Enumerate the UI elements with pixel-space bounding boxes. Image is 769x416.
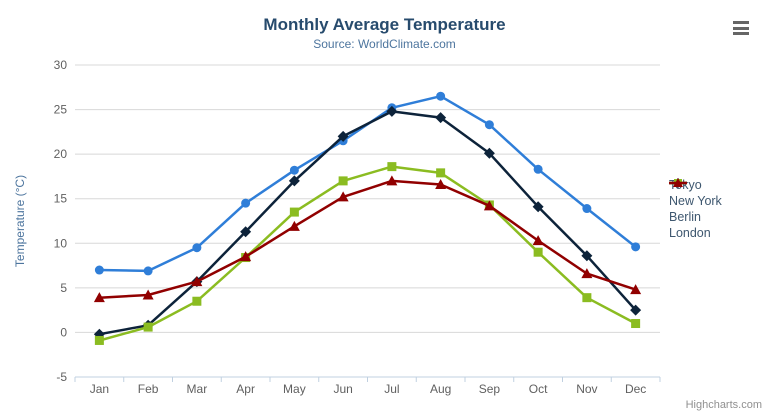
series-marker-london-sep[interactable] xyxy=(483,200,495,211)
legend: Tokyo New York Berlin London xyxy=(669,177,722,241)
legend-item-new-york[interactable]: New York xyxy=(669,178,722,209)
series-marker-new-york-sep[interactable] xyxy=(483,147,495,159)
series-marker-tokyo-aug[interactable] xyxy=(436,91,446,101)
series-marker-tokyo-mar[interactable] xyxy=(192,243,202,253)
series-marker-london-may[interactable] xyxy=(288,220,300,231)
x-axis-label-feb: Feb xyxy=(138,382,159,396)
legend-triangle-icon xyxy=(669,178,687,187)
series-line-london[interactable] xyxy=(98,179,637,299)
y-axis-label-20: 20 xyxy=(54,147,68,161)
x-axis-label-mar: Mar xyxy=(187,382,208,396)
x-axis-label-jun: Jun xyxy=(333,382,352,396)
series-marker-tokyo-apr[interactable] xyxy=(241,198,251,208)
series-marker-berlin-mar[interactable] xyxy=(192,296,202,306)
series-marker-new-york-apr[interactable] xyxy=(240,226,252,238)
series-line-berlin[interactable] xyxy=(98,165,637,342)
series-marker-berlin-feb[interactable] xyxy=(143,322,153,332)
series-marker-new-york-aug[interactable] xyxy=(435,112,447,124)
series-marker-tokyo-sep[interactable] xyxy=(484,120,494,130)
series-marker-london-oct[interactable] xyxy=(532,235,544,246)
x-axis-label-dec: Dec xyxy=(625,382,646,396)
series-marker-new-york-dec[interactable] xyxy=(630,304,642,316)
y-axis-label-30: 30 xyxy=(54,58,68,72)
legend-item-berlin[interactable]: Berlin xyxy=(669,179,722,225)
series-marker-berlin-dec[interactable] xyxy=(631,319,641,329)
series-marker-tokyo-dec[interactable] xyxy=(631,242,641,252)
x-axis-label-oct: Oct xyxy=(529,382,548,396)
series-marker-new-york-nov[interactable] xyxy=(581,250,593,262)
legend-marker-london[interactable] xyxy=(673,178,683,187)
legend-label: New York xyxy=(669,194,722,208)
series-marker-berlin-may[interactable] xyxy=(289,207,299,217)
x-axis-label-aug: Aug xyxy=(430,382,451,396)
series-marker-berlin-jun[interactable] xyxy=(338,176,348,186)
series-marker-london-jun[interactable] xyxy=(337,191,349,202)
legend-label: Berlin xyxy=(669,210,701,224)
hamburger-bar xyxy=(733,32,749,35)
x-axis-label-sep: Sep xyxy=(479,382,501,396)
series-marker-berlin-oct[interactable] xyxy=(533,247,543,257)
y-axis-label-10: 10 xyxy=(54,236,68,250)
series-marker-tokyo-feb[interactable] xyxy=(143,266,153,276)
series-line-tokyo[interactable] xyxy=(98,94,637,273)
y-axis-label-0: 0 xyxy=(60,325,67,339)
series-marker-new-york-jul[interactable] xyxy=(386,105,398,117)
series-marker-tokyo-nov[interactable] xyxy=(582,204,592,214)
x-axis-label-apr: Apr xyxy=(236,382,255,396)
y-axis-label-15: 15 xyxy=(54,192,68,206)
series-marker-london-feb[interactable] xyxy=(142,289,154,300)
series-marker-berlin-nov[interactable] xyxy=(582,293,592,303)
highcharts-credit-link[interactable]: Highcharts.com xyxy=(685,399,762,411)
series-marker-new-york-may[interactable] xyxy=(288,175,300,187)
series-line-new-york[interactable] xyxy=(98,110,637,336)
series-marker-new-york-jun[interactable] xyxy=(337,130,349,142)
y-axis-label-25: 25 xyxy=(54,103,68,117)
series-marker-new-york-oct[interactable] xyxy=(532,201,544,213)
series-marker-berlin-jan[interactable] xyxy=(94,335,104,345)
y-axis-label-5: 5 xyxy=(60,281,67,295)
series-marker-london-jan[interactable] xyxy=(93,292,105,303)
series-marker-tokyo-may[interactable] xyxy=(289,165,299,175)
x-axis-label-may: May xyxy=(283,382,306,396)
series-marker-tokyo-jan[interactable] xyxy=(94,265,104,275)
x-axis-label-nov: Nov xyxy=(576,382,597,396)
series-marker-berlin-aug[interactable] xyxy=(436,168,446,178)
series-marker-tokyo-oct[interactable] xyxy=(533,164,543,174)
x-axis-label-jul: Jul xyxy=(384,382,399,396)
y-axis-label--5: -5 xyxy=(56,370,67,384)
series-marker-london-jul[interactable] xyxy=(386,175,398,186)
context-menu-button[interactable] xyxy=(732,20,750,36)
series-marker-london-apr[interactable] xyxy=(240,251,252,262)
series-marker-london-aug[interactable] xyxy=(435,178,447,189)
series-marker-london-dec[interactable] xyxy=(630,284,642,295)
legend-label: London xyxy=(669,226,711,240)
series-marker-london-mar[interactable] xyxy=(191,276,203,287)
series-marker-london-nov[interactable] xyxy=(581,268,593,279)
y-axis-title: Temperature (°C) xyxy=(13,175,27,267)
series-marker-berlin-jul[interactable] xyxy=(387,162,397,172)
hamburger-icon xyxy=(733,21,749,24)
hamburger-bar xyxy=(733,26,749,30)
x-axis-label-jan: Jan xyxy=(90,382,109,396)
legend-item-london[interactable]: London xyxy=(669,178,722,241)
